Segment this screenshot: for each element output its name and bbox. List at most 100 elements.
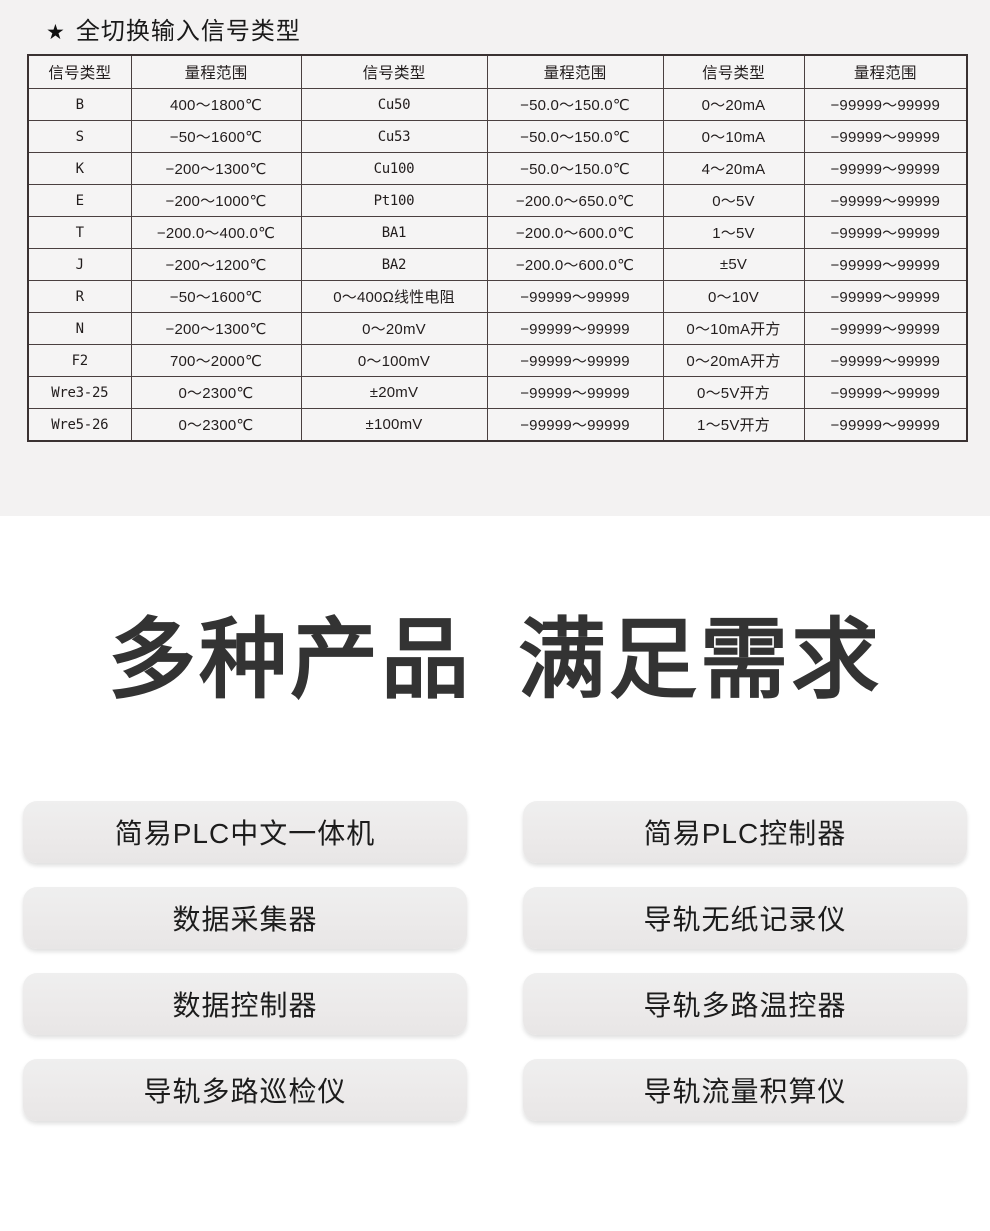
product-button-din-rail-paperless-recorder[interactable]: 导轨无纸记录仪 [523, 887, 967, 949]
cell-signal-type: 1〜5V [662, 216, 805, 249]
products-section: 多种产品 满足需求 简易PLC中文一体机 简易PLC控制器 数据采集器 导轨无纸记… [0, 516, 990, 1231]
cell-range: −200〜1300℃ [130, 312, 302, 345]
cell-signal-type: Cu53 [300, 120, 488, 153]
product-button-data-acquisition[interactable]: 数据采集器 [23, 887, 467, 949]
table-header-cell: 量程范围 [130, 54, 302, 89]
cell-signal-type: 0〜10mA [662, 120, 805, 153]
cell-range: −50〜1600℃ [130, 280, 302, 313]
cell-range: 0〜2300℃ [130, 408, 302, 442]
product-button-din-rail-flow-totalizer[interactable]: 导轨流量积算仪 [523, 1059, 967, 1121]
product-button-plc-controller[interactable]: 简易PLC控制器 [523, 801, 967, 863]
cell-range: −99999〜99999 [486, 280, 664, 313]
table-row: K −200〜1300℃ Cu100 −50.0〜150.0℃ 4〜20mA −… [27, 152, 968, 185]
cell-signal-type: T [27, 216, 132, 249]
cell-range: −50.0〜150.0℃ [486, 88, 664, 121]
cell-range: 0〜2300℃ [130, 376, 302, 409]
cell-signal-type: 0〜10mA开方 [662, 312, 805, 345]
cell-range: −99999〜99999 [803, 248, 968, 281]
cell-signal-type: 0〜20mA [662, 88, 805, 121]
table-row: T −200.0〜400.0℃ BA1 −200.0〜600.0℃ 1〜5V −… [27, 216, 968, 249]
table-header-row: 信号类型 量程范围 信号类型 量程范围 信号类型 量程范围 [27, 54, 968, 89]
cell-signal-type: J [27, 248, 132, 281]
product-button-label: 数据采集器 [172, 904, 318, 935]
product-button-label: 导轨多路巡检仪 [143, 1076, 347, 1107]
table-body: B 400〜1800℃ Cu50 −50.0〜150.0℃ 0〜20mA −99… [27, 88, 968, 442]
products-headline: 多种产品 满足需求 [0, 516, 990, 704]
cell-signal-type: 4〜20mA [662, 152, 805, 185]
table-row: N −200〜1300℃ 0〜20mV −99999〜99999 0〜10mA开… [27, 312, 968, 345]
cell-signal-type: BA1 [300, 216, 488, 249]
cell-range: −99999〜99999 [486, 376, 664, 409]
cell-signal-type: Cu100 [300, 152, 488, 185]
cell-range: 700〜2000℃ [130, 344, 302, 377]
spec-title-text: 全切换输入信号类型 [75, 18, 301, 45]
cell-range: −99999〜99999 [803, 152, 968, 185]
cell-range: −99999〜99999 [486, 344, 664, 377]
product-button-din-rail-multichannel-temp-controller[interactable]: 导轨多路温控器 [523, 973, 967, 1035]
product-button-grid: 简易PLC中文一体机 简易PLC控制器 数据采集器 导轨无纸记录仪 数据控制器 … [23, 801, 967, 1121]
product-button-plc-chinese-all-in-one[interactable]: 简易PLC中文一体机 [23, 801, 467, 863]
signal-type-spec-section: ★ 全切换输入信号类型 信号类型 量程范围 信号类型 量程范围 信号类型 量程范… [0, 0, 990, 516]
table-header-cell: 信号类型 [662, 54, 805, 89]
cell-range: −200〜1300℃ [130, 152, 302, 185]
table-row: B 400〜1800℃ Cu50 −50.0〜150.0℃ 0〜20mA −99… [27, 88, 968, 121]
cell-range: −200〜1200℃ [130, 248, 302, 281]
cell-signal-type: K [27, 152, 132, 185]
cell-range: −99999〜99999 [803, 408, 968, 442]
table-header-cell: 信号类型 [27, 54, 132, 89]
cell-signal-type: 0〜20mV [300, 312, 488, 345]
table-header-cell: 信号类型 [300, 54, 488, 89]
cell-range: 400〜1800℃ [130, 88, 302, 121]
cell-signal-type: BA2 [300, 248, 488, 281]
cell-signal-type: 0〜5V开方 [662, 376, 805, 409]
cell-range: −200.0〜600.0℃ [486, 216, 664, 249]
product-button-label: 导轨多路温控器 [643, 990, 847, 1021]
cell-range: −50.0〜150.0℃ [486, 152, 664, 185]
table-row: S −50〜1600℃ Cu53 −50.0〜150.0℃ 0〜10mA −99… [27, 120, 968, 153]
spec-table-wrapper: 信号类型 量程范围 信号类型 量程范围 信号类型 量程范围 B 400〜1800… [27, 54, 968, 442]
cell-signal-type: 0〜10V [662, 280, 805, 313]
cell-signal-type: Wre3-25 [27, 376, 132, 409]
cell-signal-type: 0〜5V [662, 184, 805, 217]
cell-signal-type: ±5V [662, 248, 805, 281]
cell-range: −99999〜99999 [803, 280, 968, 313]
table-header-cell: 量程范围 [486, 54, 664, 89]
cell-signal-type: Cu50 [300, 88, 488, 121]
star-icon: ★ [46, 20, 66, 44]
cell-range: −99999〜99999 [803, 120, 968, 153]
product-button-label: 数据控制器 [172, 990, 318, 1021]
cell-signal-type: N [27, 312, 132, 345]
product-button-label: 简易PLC控制器 [643, 818, 847, 849]
cell-range: −50.0〜150.0℃ [486, 120, 664, 153]
table-row: F2 700〜2000℃ 0〜100mV −99999〜99999 0〜20mA… [27, 344, 968, 377]
product-button-data-controller[interactable]: 数据控制器 [23, 973, 467, 1035]
cell-range: −99999〜99999 [803, 88, 968, 121]
cell-signal-type: ±100mV [300, 408, 488, 442]
cell-range: −99999〜99999 [803, 184, 968, 217]
cell-signal-type: Pt100 [300, 184, 488, 217]
cell-range: −99999〜99999 [803, 344, 968, 377]
cell-signal-type: B [27, 88, 132, 121]
cell-signal-type: F2 [27, 344, 132, 377]
spec-section-title: ★ 全切换输入信号类型 [0, 0, 990, 54]
cell-range: −200.0〜400.0℃ [130, 216, 302, 249]
cell-signal-type: 1〜5V开方 [662, 408, 805, 442]
cell-range: −200〜1000℃ [130, 184, 302, 217]
table-row: J −200〜1200℃ BA2 −200.0〜600.0℃ ±5V −9999… [27, 248, 968, 281]
cell-signal-type: 0〜100mV [300, 344, 488, 377]
product-button-label: 导轨流量积算仪 [643, 1076, 847, 1107]
cell-signal-type: 0〜20mA开方 [662, 344, 805, 377]
table-row: R −50〜1600℃ 0〜400Ω线性电阻 −99999〜99999 0〜10… [27, 280, 968, 313]
product-button-din-rail-multichannel-inspector[interactable]: 导轨多路巡检仪 [23, 1059, 467, 1121]
cell-range: −200.0〜650.0℃ [486, 184, 664, 217]
cell-range: −99999〜99999 [803, 216, 968, 249]
cell-signal-type: ±20mV [300, 376, 488, 409]
cell-signal-type: E [27, 184, 132, 217]
product-button-label: 导轨无纸记录仪 [643, 904, 847, 935]
table-row: Wre5-26 0〜2300℃ ±100mV −99999〜99999 1〜5V… [27, 408, 968, 442]
cell-range: −99999〜99999 [486, 408, 664, 442]
table-row: Wre3-25 0〜2300℃ ±20mV −99999〜99999 0〜5V开… [27, 376, 968, 409]
cell-signal-type: R [27, 280, 132, 313]
cell-signal-type: S [27, 120, 132, 153]
product-button-label: 简易PLC中文一体机 [114, 818, 376, 849]
